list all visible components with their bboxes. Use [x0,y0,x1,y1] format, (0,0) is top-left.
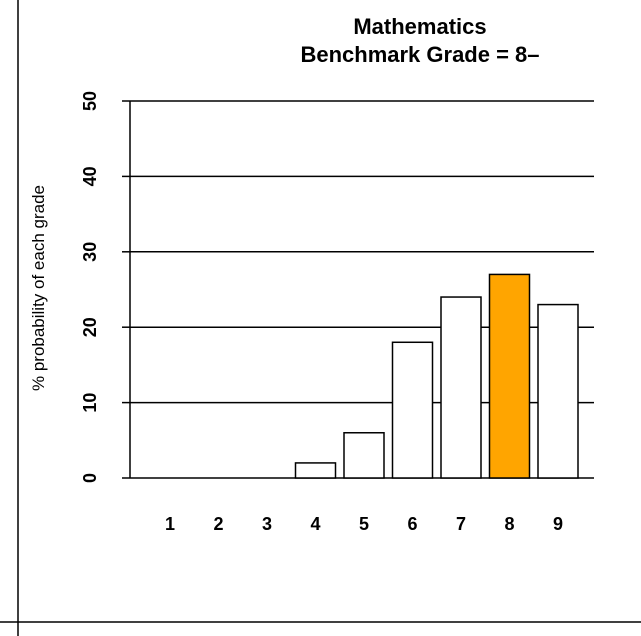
y-tick-label: 40 [80,166,100,186]
x-tick-label-4: 4 [310,514,320,534]
bar-grade-9 [537,303,579,479]
y-tick-label: 20 [80,317,100,337]
x-tick-label-2: 2 [213,514,223,534]
bar-grade-4 [294,462,337,479]
y-axis: 0 10 20 30 40 50 [80,91,131,483]
bar-grade-5 [343,432,385,479]
y-tick-label: 0 [80,473,100,483]
chart-title: Mathematics [353,14,487,39]
y-tick-label: 30 [80,242,100,262]
y-tick-label: 10 [80,393,100,413]
y-axis-label: % probability of each grade [29,185,48,391]
x-tick-label-8: 8 [504,514,514,534]
bar-grade-6 [391,341,434,479]
x-tick-label-3: 3 [262,514,272,534]
chart-subtitle: Benchmark Grade = 8– [300,42,540,67]
y-tick-label: 50 [80,91,100,111]
x-tick-label-7: 7 [456,514,466,534]
x-tick-label-6: 6 [407,514,417,534]
bars [294,273,579,479]
x-tick-label-9: 9 [553,514,563,534]
x-tick-label-1: 1 [165,514,175,534]
bar-grade-7 [440,296,482,479]
x-tick-label-5: 5 [359,514,369,534]
x-tick-labels: 1 2 3 4 5 6 7 8 9 [165,514,563,534]
bar-grade-8 [488,273,531,479]
